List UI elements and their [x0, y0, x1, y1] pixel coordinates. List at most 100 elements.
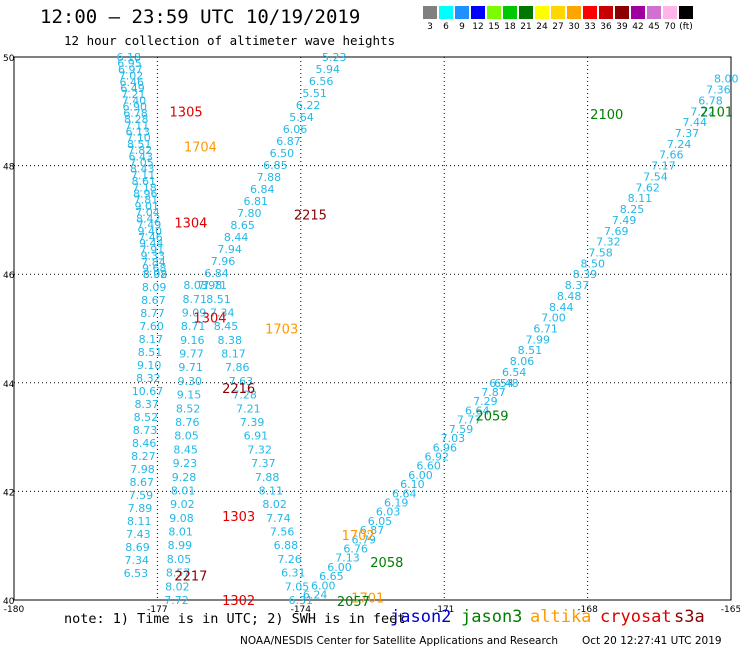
- generated-timestamp: Oct 20 12:27:41 UTC 2019: [582, 635, 722, 647]
- wave-height-value: 7.24: [667, 138, 692, 151]
- wave-height-value: 6.00: [327, 561, 352, 574]
- wave-height-value: 7.13: [335, 552, 360, 565]
- wave-height-value: 6.24: [303, 589, 328, 602]
- legend-jason2: jason2: [390, 607, 452, 627]
- wave-height-value: 8.44: [224, 231, 249, 244]
- wave-height-value: 8.05: [167, 553, 192, 566]
- wave-height-value: 7.32: [596, 236, 621, 249]
- wave-height-value: 6.97: [118, 63, 143, 76]
- color-scale-labels: 3 6 9 12 15 18 21 24 27 30 33 36 39 42 45 70 (ft): [422, 22, 694, 32]
- wave-height-value: 7.98: [130, 463, 155, 476]
- wave-height-value: 7.43: [126, 528, 151, 541]
- scale-swatch: [438, 5, 454, 20]
- wave-height-value: 8.45: [173, 443, 198, 456]
- wave-height-value: 6.00: [311, 579, 336, 592]
- wave-height-value: 8.05: [174, 430, 199, 443]
- wave-height-value: 8.25: [620, 203, 645, 216]
- wave-height-value: 7.36: [706, 84, 731, 97]
- wave-height-value: 8.48: [557, 290, 582, 303]
- wave-height-value: 6.96: [433, 441, 458, 454]
- wave-height-value: 8.00: [714, 73, 739, 86]
- pass-time-label: 1305: [170, 105, 203, 120]
- pass-time-label: 1703: [265, 323, 298, 338]
- legend-cryosat: cryosat: [600, 607, 672, 627]
- scale-label: 36: [600, 22, 612, 32]
- wave-height-value: 6.56: [309, 75, 334, 88]
- scale-label: 42: [632, 22, 644, 32]
- wave-height-value: 8.17: [221, 348, 246, 361]
- wave-height-value: 7.02: [119, 70, 144, 83]
- wave-height-value: 9.15: [177, 389, 202, 402]
- scale-label: 15: [488, 22, 500, 32]
- wave-height-value: 6.79: [352, 533, 377, 546]
- wave-height-value: 7.58: [588, 246, 613, 259]
- wave-height-value: 6.76: [343, 543, 368, 556]
- wave-height-value: 8.37: [565, 279, 590, 292]
- pass-time-label: 2216: [222, 382, 255, 397]
- wave-height-value: 7.34: [210, 306, 235, 319]
- wave-height-value: 7.91: [140, 243, 165, 256]
- wave-height-value: 9.77: [179, 348, 204, 361]
- wave-height-value: 7.88: [257, 171, 282, 184]
- scale-swatch: [614, 5, 630, 20]
- wave-height-value: 7.72: [164, 594, 189, 607]
- scale-label: 18: [504, 22, 516, 32]
- wave-height-value: 8.73: [133, 424, 158, 437]
- pass-time-label: 2217: [174, 570, 207, 585]
- wave-height-value: 6.13: [125, 125, 150, 138]
- scale-label: 27: [552, 22, 564, 32]
- wave-height-value: 8.76: [175, 416, 200, 429]
- scale-label: 6: [443, 22, 449, 32]
- wave-height-value: 7.39: [240, 416, 265, 429]
- wave-height-value: 8.77: [140, 307, 165, 320]
- wave-height-value: 7.46: [138, 231, 163, 244]
- x-tick-label: -180: [4, 605, 25, 615]
- wave-height-value: 7.37: [251, 457, 276, 470]
- wave-height-value: 8.42: [136, 212, 161, 225]
- wave-height-value: 8.28: [124, 113, 149, 126]
- wave-height-value: 6.22: [296, 99, 321, 112]
- wave-height-value: 9.02: [170, 498, 195, 511]
- wave-height-value: 7.05: [285, 580, 310, 593]
- wave-height-value: 7.82: [128, 144, 153, 157]
- wave-height-value: 8.96: [133, 188, 158, 201]
- wave-height-value: 6.92: [424, 450, 449, 463]
- scale-swatch: [678, 5, 694, 20]
- pass-time-label: 2058: [370, 556, 403, 571]
- wave-height-value: 8.52: [176, 402, 201, 415]
- wave-height-value: 6.87: [360, 524, 385, 537]
- wave-height-value: 8.11: [628, 192, 653, 205]
- wave-height-value: 8.11: [259, 484, 284, 497]
- wave-height-value: 7.99: [526, 333, 551, 346]
- plot-frame: [13, 56, 732, 601]
- wave-height-value: 7.96: [211, 255, 236, 268]
- wave-height-value: 6.49: [120, 82, 145, 95]
- wave-height-value: 8.51: [206, 293, 231, 306]
- wave-height-value: 7.10: [126, 132, 151, 145]
- wave-height-value: 7.05: [129, 156, 154, 169]
- wave-height-value: 8.65: [230, 219, 255, 232]
- wave-height-value: 8.57: [166, 567, 191, 580]
- wave-height-value: 8.52: [134, 411, 159, 424]
- wave-height-value: 7.88: [255, 471, 280, 484]
- scale-label: (ft): [679, 22, 693, 32]
- scale-swatch: [662, 5, 678, 20]
- scale-swatch: [518, 5, 534, 20]
- wave-height-value: 8.39: [573, 268, 598, 281]
- wave-height-value: 5.51: [302, 87, 327, 100]
- wave-height-value: 6.64: [465, 404, 490, 417]
- wave-height-value: 7.29: [473, 395, 498, 408]
- wave-height-value: 7.62: [635, 181, 660, 194]
- wave-height-value: 8.37: [134, 398, 159, 411]
- wave-height-value: 8.99: [168, 539, 193, 552]
- pass-time-label: 1702: [342, 529, 375, 544]
- y-tick-label: 48: [3, 163, 15, 173]
- wave-height-value: 7.60: [139, 320, 164, 333]
- wave-height-value: 6.87: [276, 135, 301, 148]
- wave-height-value: 7.54: [643, 170, 668, 183]
- wave-height-value: 6.18: [116, 51, 141, 64]
- wave-height-value: 6.88: [274, 539, 299, 552]
- scale-label: 45: [648, 22, 660, 32]
- chart-subtitle: 12 hour collection of altimeter wave hei…: [64, 33, 396, 48]
- color-scale: 3 6 9 12 15 18 21 24 27 30 33 36 39 42 45 70 (ft): [422, 5, 694, 32]
